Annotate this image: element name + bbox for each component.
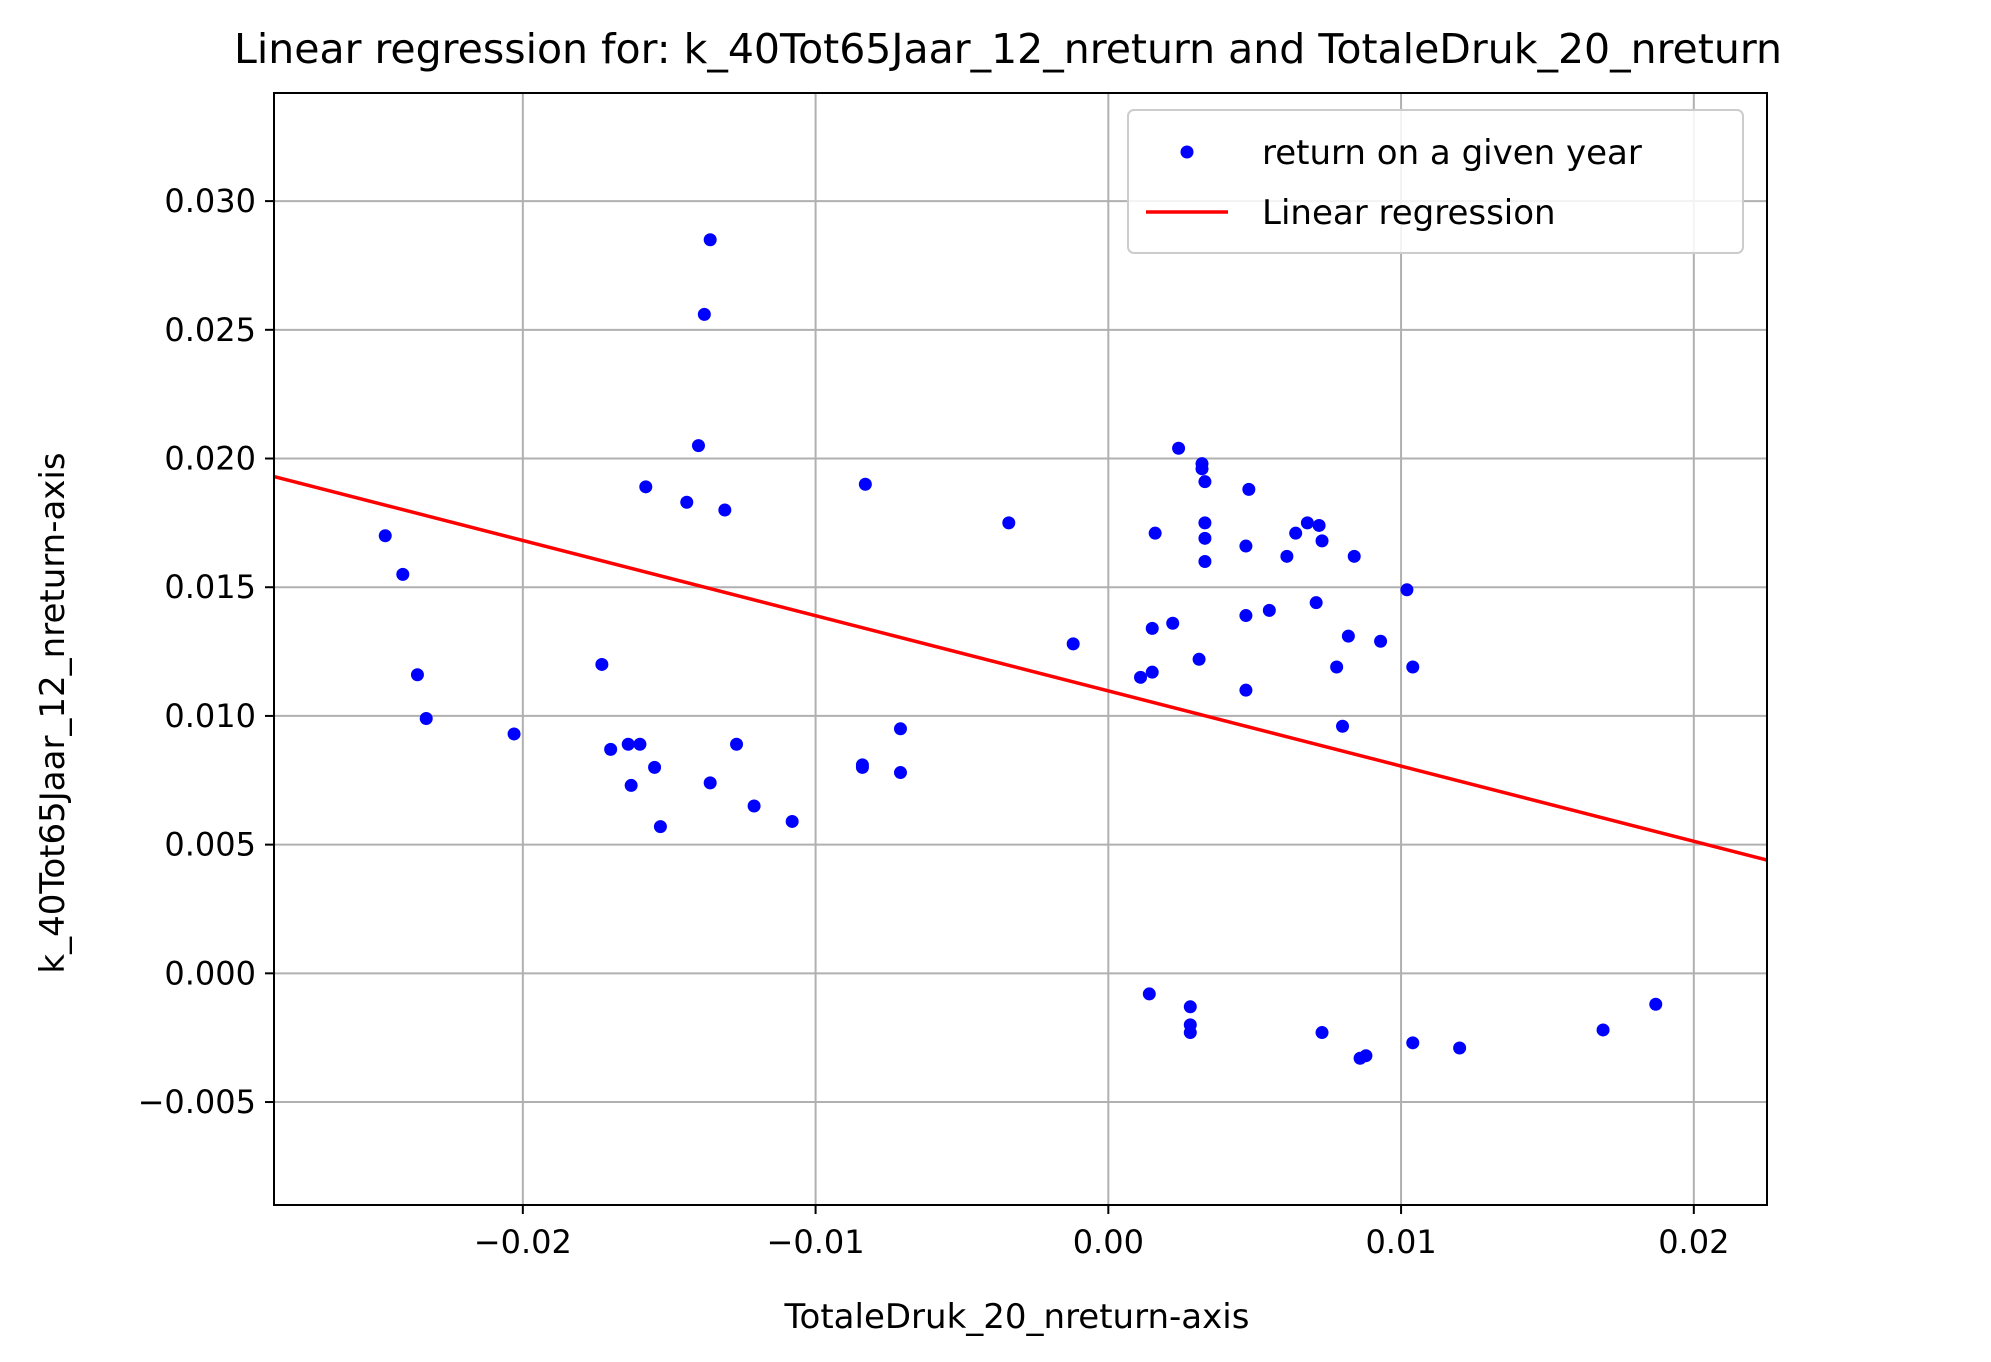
legend-label-scatter: return on a given year [1262,133,1642,173]
data-point [639,480,653,494]
data-point [1198,531,1212,545]
data-point [1172,441,1186,455]
data-point [1195,462,1209,476]
data-point [419,712,433,725]
x-tick-label: 0.01 [1365,1223,1436,1261]
data-point [653,820,667,834]
data-point [1309,596,1323,610]
y-tick-label: 0.010 [164,697,256,735]
regression-line [273,474,1768,862]
data-point [1374,634,1388,648]
data-point [1315,534,1329,548]
data-point [1406,1036,1420,1050]
data-point [1596,1023,1610,1037]
data-point [1239,539,1253,553]
x-tick-label: −0.01 [767,1223,865,1261]
y-tick-label: 0.025 [164,311,256,349]
data-point [1066,637,1080,651]
data-point [1192,652,1206,666]
legend-marker-scatter [1180,145,1194,159]
plot-series [273,233,1768,1065]
data-point [595,657,609,671]
data-point [1347,549,1361,563]
data-point [604,742,618,756]
data-point [1198,554,1212,568]
data-point [1239,609,1253,623]
chart-title: Linear regression for: k_40Tot65Jaar_12_… [234,25,1782,73]
data-point [1262,603,1276,617]
data-point [1183,1026,1197,1040]
y-tick-label: 0.015 [164,568,256,606]
data-point [1166,616,1180,630]
y-tick-label: 0.030 [164,182,256,220]
y-tick-label: 0.000 [164,954,256,992]
y-tick-label: 0.020 [164,440,256,478]
data-point [1239,683,1253,697]
data-point [1359,1049,1373,1063]
data-point [1142,987,1156,1001]
data-point [378,529,392,543]
data-point [1649,997,1663,1011]
data-point [785,814,799,828]
data-point [1289,526,1303,540]
data-point [691,439,705,453]
data-point [1330,660,1344,674]
plot-frame [273,92,1768,1206]
data-point [893,722,907,736]
data-point [396,567,410,581]
data-point [1134,670,1148,684]
data-point [680,495,694,509]
data-point [1145,665,1159,679]
data-point [858,477,872,491]
data-point [1242,482,1256,496]
data-point [1336,719,1350,733]
grid-lines [274,93,1767,1205]
x-tick-label: 0.02 [1658,1223,1729,1261]
y-tick-label: 0.005 [164,826,256,864]
x-axis-label: TotaleDruk_20_nreturn-axis [784,1297,1250,1337]
data-point [1406,660,1420,674]
data-point [507,727,521,741]
data-point [1453,1041,1467,1055]
data-point [1300,516,1314,530]
data-point [410,668,424,682]
y-axis-label: k_40Tot65Jaar_12_nreturn-axis [33,452,73,973]
y-tick-label: −0.005 [138,1083,256,1121]
legend-box [1127,109,1744,254]
axis-ticks: −0.02 −0.01 0.00 0.01 0.02 −0.005 0.000 0.005 0.… [138,182,1730,1261]
data-point [633,737,647,751]
x-tick-label: 0.00 [1073,1223,1144,1261]
data-point [703,233,717,247]
data-point [893,766,907,780]
data-point [1002,516,1016,530]
data-point [697,307,711,321]
data-point [624,778,638,792]
data-point [1198,475,1212,489]
data-point [747,799,761,813]
data-point [1315,1026,1329,1040]
data-point [855,758,869,772]
data-point [1198,516,1212,530]
data-point [1148,526,1162,540]
data-point [730,737,744,751]
data-point [1183,1000,1197,1014]
data-point [1145,621,1159,635]
data-point [703,776,717,790]
x-tick-label: −0.02 [474,1223,572,1261]
data-point [1280,549,1294,563]
data-point [621,737,635,751]
data-point [1312,518,1326,532]
data-point [1341,629,1355,643]
data-point [1400,583,1414,597]
legend: return on a given year Linear regression [1127,109,1744,254]
data-point [648,760,662,774]
data-point [718,503,732,517]
legend-label-line: Linear regression [1262,193,1556,233]
